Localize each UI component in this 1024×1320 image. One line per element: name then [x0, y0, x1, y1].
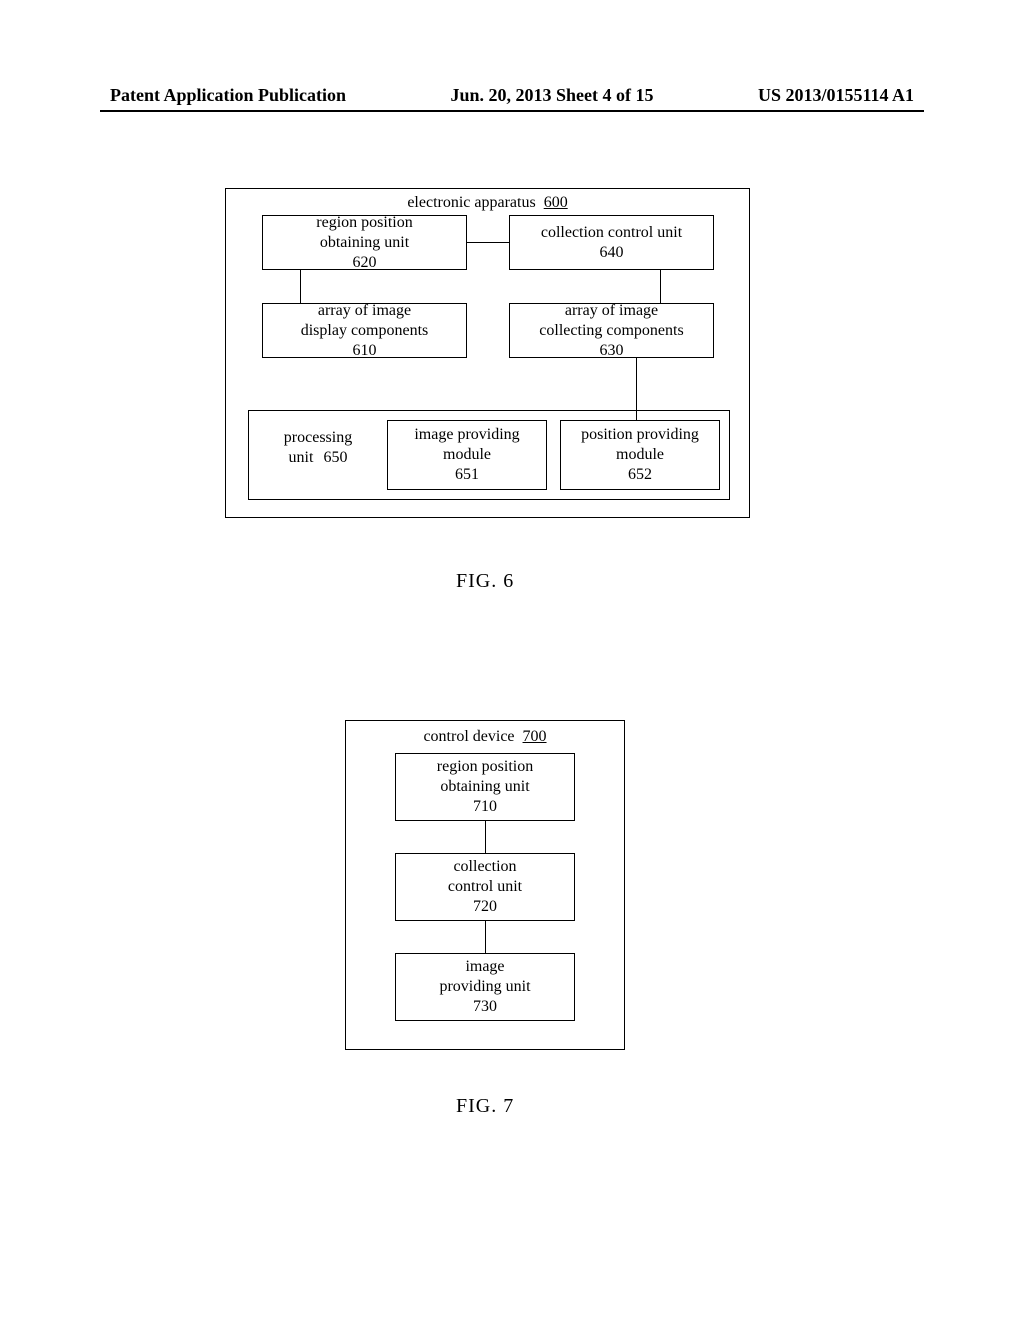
b730-l2: providing unit [439, 977, 530, 997]
b720-num: 720 [473, 897, 497, 917]
b652-l1: position providing [581, 425, 699, 445]
b630-l1: array of image [565, 301, 658, 321]
b710-l1: region position [437, 757, 533, 777]
page-header: Patent Application Publication Jun. 20, … [0, 85, 1024, 106]
b620-l1: region position [316, 213, 412, 233]
b640-num: 640 [599, 243, 623, 263]
b651-l1: image providing [414, 425, 519, 445]
b650-l1: processing [284, 428, 352, 448]
fig7-caption: FIG. 7 [456, 1095, 514, 1118]
fig7-box-730: image providing unit 730 [395, 953, 575, 1021]
conn-710-720 [485, 821, 486, 853]
b610-l1: array of image [318, 301, 411, 321]
fig6-caption: FIG. 6 [456, 570, 514, 593]
fig7-outer-num: 700 [523, 727, 547, 747]
conn-640-630 [660, 270, 661, 303]
b620-l2: obtaining unit [320, 233, 409, 253]
b640-l1: collection control unit [541, 223, 682, 243]
b630-l2: collecting components [539, 321, 683, 341]
conn-620-640 [467, 242, 509, 243]
conn-630-652 [636, 358, 637, 420]
fig6-outer-title: electronic apparatus [407, 193, 535, 213]
conn-720-730 [485, 921, 486, 953]
fig6-outer-num: 600 [544, 193, 568, 213]
fig6-box-651: image providing module 651 [387, 420, 547, 490]
fig7-outer-title: control device [423, 727, 514, 747]
b620-num: 620 [353, 253, 377, 273]
fig6-box-650: processing unit 650 [258, 428, 378, 468]
b730-num: 730 [473, 997, 497, 1017]
fig6-box-610: array of image display components 610 [262, 303, 467, 358]
b652-num: 652 [628, 465, 652, 485]
b630-num: 630 [600, 341, 624, 361]
b652-l2: module [616, 445, 664, 465]
b651-num: 651 [455, 465, 479, 485]
b650-l2: unit [289, 448, 314, 468]
header-rule [100, 110, 924, 112]
fig6-box-630: array of image collecting components 630 [509, 303, 714, 358]
fig6-box-652: position providing module 652 [560, 420, 720, 490]
b710-num: 710 [473, 797, 497, 817]
b610-num: 610 [352, 341, 376, 361]
b720-l2: control unit [448, 877, 522, 897]
header-left: Patent Application Publication [110, 85, 346, 106]
b720-l1: collection [453, 857, 516, 877]
header-center: Jun. 20, 2013 Sheet 4 of 15 [450, 85, 653, 106]
b650-num: 650 [323, 448, 347, 468]
fig6-box-640: collection control unit 640 [509, 215, 714, 270]
fig7-box-720: collection control unit 720 [395, 853, 575, 921]
b730-l1: image [465, 957, 504, 977]
b651-l2: module [443, 445, 491, 465]
header-right: US 2013/0155114 A1 [758, 85, 914, 106]
b610-l2: display components [301, 321, 429, 341]
fig7-box-710: region position obtaining unit 710 [395, 753, 575, 821]
fig6-box-620: region position obtaining unit 620 [262, 215, 467, 270]
conn-620-610 [300, 270, 301, 303]
b710-l2: obtaining unit [440, 777, 529, 797]
